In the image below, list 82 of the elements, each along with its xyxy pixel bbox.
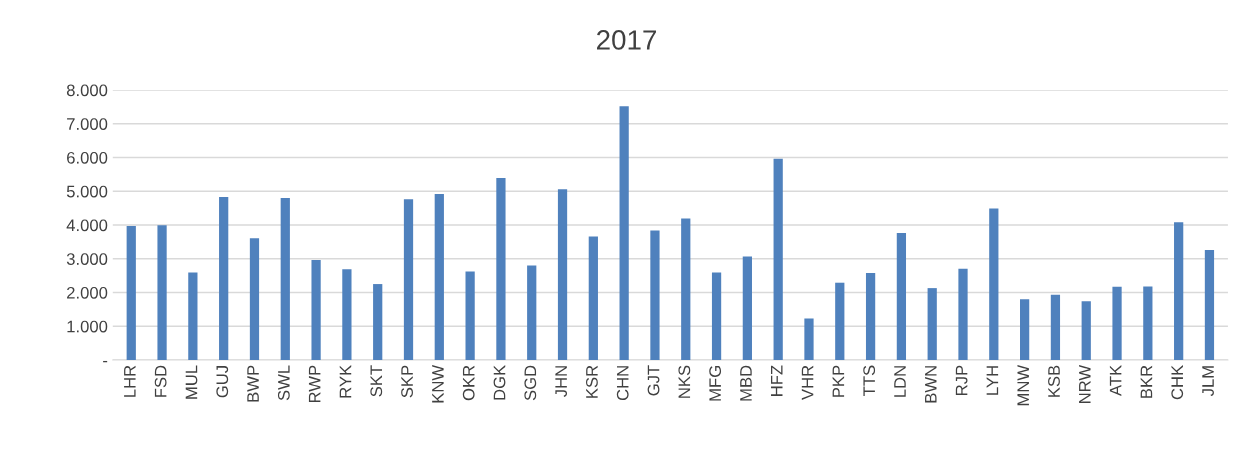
bar (927, 288, 937, 360)
bar (835, 282, 845, 360)
x-tick-label: DGK (493, 365, 506, 400)
x-tick-label: RYK (339, 365, 352, 398)
x-tick-label: SWL (277, 365, 290, 401)
x-tick-label: FSD (154, 365, 167, 397)
chart-title: 2017 (597, 30, 657, 50)
bar (496, 178, 506, 360)
x-tick-label: BKR (1140, 365, 1153, 398)
x-tick-label: PKP (832, 365, 845, 397)
bar (650, 230, 660, 360)
y-tick-label: 2.000 (67, 286, 108, 299)
x-tick-label: SKT (370, 365, 383, 397)
x-tick-label: SKP (401, 365, 413, 398)
bar (804, 318, 814, 360)
bar (157, 225, 167, 360)
bar (681, 218, 691, 360)
bar (711, 272, 722, 360)
x-tick-label: BWN (925, 366, 937, 403)
x-tick-label: CHN (616, 366, 629, 401)
x-tick-label: LDN (894, 366, 906, 397)
x-tick-label: SGD (524, 365, 537, 401)
bar (126, 226, 136, 360)
bar (773, 158, 783, 360)
x-tick-label: MFG (709, 366, 722, 401)
bar (742, 256, 752, 360)
bar (219, 196, 229, 360)
bar (373, 284, 383, 360)
x-tick-label: KNW (432, 364, 444, 403)
bar (619, 106, 629, 360)
y-tick-label: 1.000 (67, 320, 108, 333)
bar (1112, 286, 1122, 360)
y-tick-label: 6.000 (67, 151, 108, 164)
bar (1081, 301, 1091, 360)
y-tick-label: 3.000 (66, 253, 108, 265)
bar (557, 189, 568, 360)
x-tick-label: HFZ (771, 365, 783, 396)
x-tick-label: LHR (124, 365, 136, 397)
x-tick-label: JHN (555, 366, 568, 398)
bar (434, 193, 444, 360)
y-tick-label: 4.000 (66, 219, 108, 232)
x-tick-label: KSB (1048, 365, 1060, 397)
bar (1020, 299, 1030, 360)
x-tick-label: MBD (740, 365, 752, 401)
x-tick-label: MUL (185, 365, 198, 399)
bar (588, 236, 598, 360)
bar (1204, 249, 1215, 360)
x-tick-label: MNW (1017, 364, 1029, 406)
bar (865, 272, 876, 360)
x-tick-label: OKR (462, 365, 475, 401)
bar (527, 265, 537, 360)
bar (311, 260, 321, 360)
bar (249, 238, 260, 360)
bar (958, 268, 968, 360)
y-tick-label: - (103, 360, 108, 363)
bar (989, 208, 999, 360)
x-tick-label: VHR (801, 365, 814, 400)
bar (342, 269, 352, 360)
x-tick-label: ATK (1109, 365, 1122, 397)
bar (896, 233, 907, 360)
x-tick-label: GJT (647, 365, 660, 396)
bar (280, 198, 290, 360)
x-tick-label: NRW (1079, 364, 1091, 404)
x-tick-label: TTS (863, 365, 876, 396)
x-tick-label: GUJ (216, 366, 229, 398)
bar (1174, 222, 1184, 360)
bar (188, 272, 198, 360)
bar (1143, 286, 1153, 360)
x-tick-label: BWP (247, 365, 259, 402)
bar (465, 271, 475, 360)
y-tick-label: 7.000 (67, 118, 108, 130)
bar (403, 199, 414, 360)
x-tick-label: JLM (1202, 366, 1214, 397)
x-tick-label: CHK (1171, 365, 1184, 400)
x-tick-label: LYH (986, 366, 999, 395)
x-tick-label: NKS (678, 365, 691, 398)
y-tick-label: 8.000 (66, 84, 108, 97)
bar (1050, 294, 1061, 360)
x-tick-label: RJP (955, 365, 968, 395)
x-tick-label: KSR (586, 365, 598, 398)
y-tick-label: 5.000 (66, 185, 108, 198)
x-tick-label: RWP (308, 365, 321, 403)
